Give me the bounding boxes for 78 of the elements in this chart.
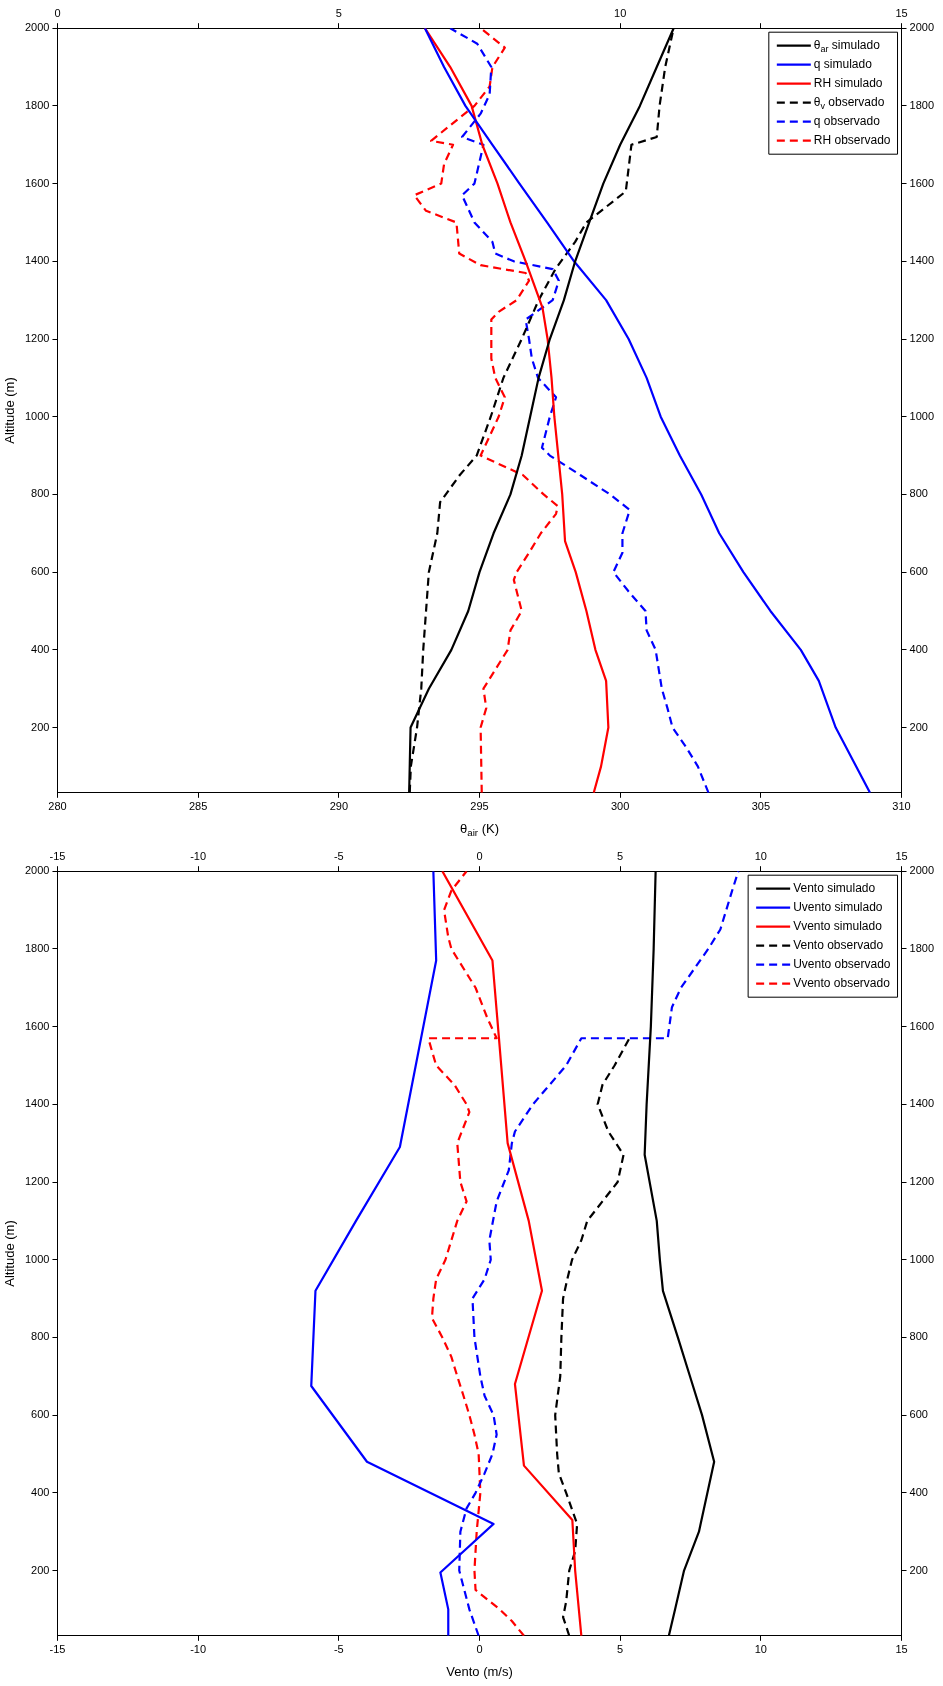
y2-tick-label: 1000 — [909, 1252, 935, 1265]
y2-tick-label: 1000 — [909, 409, 935, 422]
y2-tick-label: 400 — [909, 642, 928, 655]
legend-label: q simulado — [813, 57, 873, 72]
legend-label: RH observado — [813, 133, 891, 148]
y-tick-label: 600 — [31, 565, 50, 578]
y2-tick-label: 600 — [909, 565, 928, 578]
legend-label: RH simulado — [813, 76, 883, 91]
x2-tick-label: 5 — [617, 849, 624, 862]
y-tick-label: 2000 — [24, 21, 50, 34]
y-tick-label: 1600 — [24, 1019, 50, 1032]
y-tick-label: 400 — [31, 1485, 50, 1498]
legend-label: Uvento simulado — [793, 900, 883, 915]
legend-label: Vvento observado — [793, 976, 891, 991]
y2-tick-label: 1400 — [909, 254, 935, 267]
y2-tick-label: 600 — [909, 1408, 928, 1421]
y2-tick-label: 800 — [909, 487, 928, 500]
x2-tick-label: 10 — [754, 849, 767, 862]
y2-tick-label: 1200 — [909, 1175, 935, 1188]
y-tick-label: 600 — [31, 1408, 50, 1421]
y2-tick-label: 1800 — [909, 98, 935, 111]
y-tick-label: 200 — [31, 720, 50, 733]
y-axis-title: Altitude (m) — [1, 1220, 17, 1287]
y-tick-label: 1800 — [24, 98, 50, 111]
x2-tick-label: 0 — [476, 849, 483, 862]
x-tick-label: 15 — [895, 1643, 908, 1656]
y-tick-label: 1200 — [24, 332, 50, 345]
x-tick-label: 310 — [892, 800, 911, 813]
y2-tick-label: 1800 — [909, 941, 935, 954]
y2-tick-label: 400 — [909, 1485, 928, 1498]
y-axis-title: Altitude (m) — [1, 377, 17, 444]
x-tick-label: 300 — [611, 800, 630, 813]
y-tick-label: 1200 — [24, 1175, 50, 1188]
y-tick-label: 400 — [31, 642, 50, 655]
x-tick-label: 285 — [188, 800, 208, 813]
x-tick-label: -10 — [190, 1643, 207, 1656]
y2-tick-label: 1600 — [909, 176, 935, 189]
y2-tick-label: 200 — [909, 1563, 928, 1576]
legend-label: Vento simulado — [793, 881, 876, 896]
y2-tick-label: 1400 — [909, 1097, 935, 1110]
legend-label: Vento observado — [793, 938, 884, 953]
y-tick-label: 1000 — [24, 409, 50, 422]
y2-tick-label: 1600 — [909, 1019, 935, 1032]
x2-tick-label: -5 — [333, 849, 344, 862]
y-tick-label: 1400 — [24, 1097, 50, 1110]
x2-tick-label: 0 — [54, 6, 61, 19]
legend-label: Vvento simulado — [793, 919, 883, 934]
x-axis-title: Vento (m/s) — [446, 1663, 513, 1679]
x2-tick-label: 15 — [895, 849, 908, 862]
y2-tick-label: 2000 — [909, 864, 935, 877]
x2-tick-label: -10 — [190, 849, 207, 862]
x-tick-label: 295 — [470, 800, 489, 813]
x-tick-label: -15 — [49, 1643, 66, 1656]
x-tick-label: 280 — [48, 800, 67, 813]
x2-tick-label: 5 — [335, 6, 342, 19]
x2-tick-label: 15 — [895, 6, 908, 19]
x-tick-label: 305 — [751, 800, 771, 813]
y2-tick-label: 2000 — [909, 21, 935, 34]
y-tick-label: 1800 — [24, 941, 50, 954]
legend-label: Uvento observado — [793, 957, 891, 972]
x-tick-label: 5 — [617, 1643, 624, 1656]
x2-tick-label: 10 — [614, 6, 627, 19]
y-tick-label: 800 — [31, 1330, 50, 1343]
y-tick-label: 1400 — [24, 254, 50, 267]
x-tick-label: 0 — [476, 1643, 483, 1656]
y2-tick-label: 800 — [909, 1330, 928, 1343]
y-tick-label: 1600 — [24, 176, 50, 189]
y-tick-label: 200 — [31, 1563, 50, 1576]
x2-tick-label: -15 — [49, 849, 66, 862]
y2-tick-label: 1200 — [909, 332, 935, 345]
y-tick-label: 1000 — [24, 1252, 50, 1265]
y-tick-label: 2000 — [24, 864, 50, 877]
y-tick-label: 800 — [31, 487, 50, 500]
x-tick-label: -5 — [333, 1643, 344, 1656]
x-tick-label: 10 — [754, 1643, 767, 1656]
y2-tick-label: 200 — [909, 720, 928, 733]
legend-label: q observado — [813, 114, 881, 129]
x-tick-label: 290 — [329, 800, 348, 813]
